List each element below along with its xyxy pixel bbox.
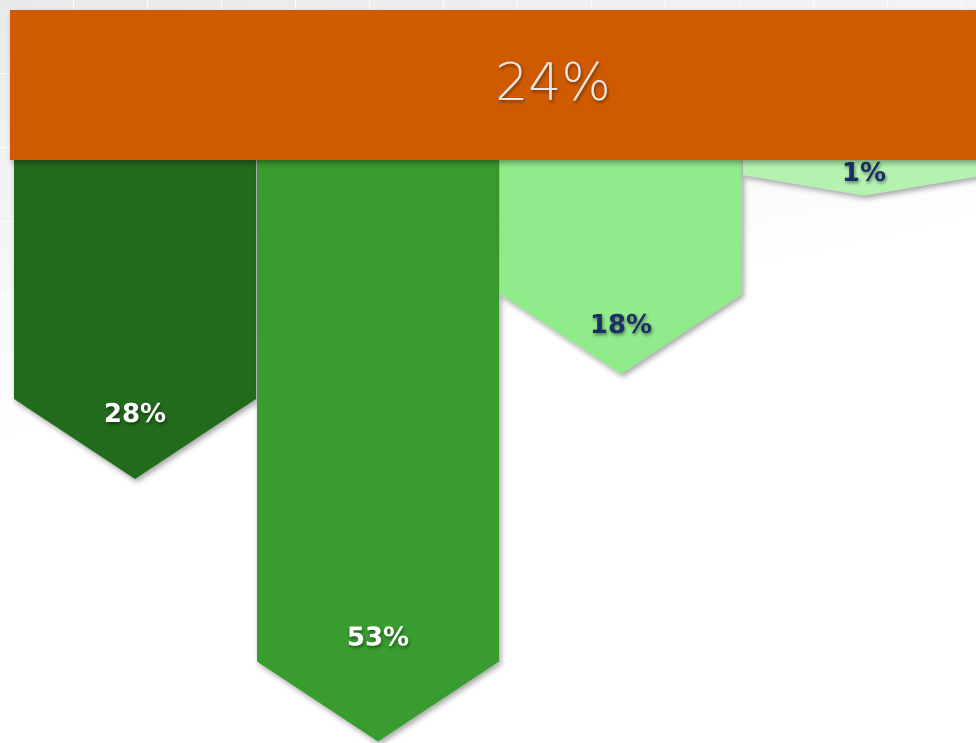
arrows: 28% 53% 18% 1%	[14, 150, 976, 742]
banner-label: 24%	[495, 53, 611, 113]
arrow-bar	[257, 150, 499, 742]
arrow-bar	[743, 150, 976, 196]
value-label: 28%	[104, 399, 166, 429]
arrow-bar	[500, 150, 742, 374]
banner	[10, 10, 976, 160]
arrow-bar	[14, 150, 256, 479]
value-label: 18%	[590, 310, 652, 340]
value-label: 1%	[842, 158, 886, 188]
value-label: 53%	[347, 622, 409, 652]
